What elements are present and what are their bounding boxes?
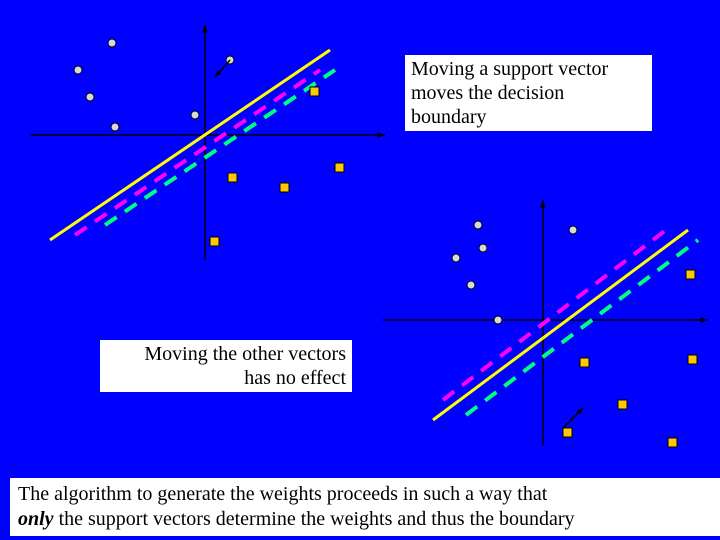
data-point-square (210, 237, 219, 246)
data-point-circle (452, 254, 460, 262)
svm-chart-top (20, 15, 390, 265)
data-point-circle (474, 221, 482, 229)
caption-line: moves the decision (411, 82, 564, 104)
caption-line: the support vectors determine the weight… (54, 508, 575, 530)
caption-line: Moving a support vector (411, 58, 608, 80)
data-point-circle (569, 226, 577, 234)
data-point-circle (86, 93, 94, 101)
caption-line: Moving the other vectors (144, 343, 346, 365)
caption-top-right: Moving a support vector moves the decisi… (405, 55, 652, 131)
data-point-circle (467, 281, 475, 289)
data-point-square (310, 87, 319, 96)
margin-line-1 (466, 240, 698, 415)
caption-emphasis: only (18, 508, 54, 530)
data-point-square (618, 400, 627, 409)
margin-line-1 (105, 70, 335, 225)
margin-line-0 (443, 230, 666, 400)
caption-line: The algorithm to generate the weights pr… (18, 483, 547, 505)
data-point-square (668, 438, 677, 447)
data-point-circle (479, 244, 487, 252)
margin-line-0 (75, 70, 320, 235)
data-point-square (228, 173, 237, 182)
data-point-square (580, 358, 589, 367)
caption-line: boundary (411, 106, 487, 128)
decision-boundary (50, 50, 330, 240)
data-point-square (688, 355, 697, 364)
caption-bottom: The algorithm to generate the weights pr… (10, 478, 720, 536)
data-point-circle (494, 316, 502, 324)
data-point-square (335, 163, 344, 172)
data-point-square (686, 270, 695, 279)
svm-chart-bottom (378, 190, 718, 450)
decision-boundary (433, 230, 688, 420)
data-point-circle (74, 66, 82, 74)
caption-line: has no effect (244, 367, 346, 389)
caption-mid-left: Moving the other vectors has no effect (100, 340, 352, 392)
data-point-square (280, 183, 289, 192)
data-point-circle (191, 111, 199, 119)
data-point-square (563, 428, 572, 437)
data-point-circle (111, 123, 119, 131)
data-point-circle (108, 39, 116, 47)
